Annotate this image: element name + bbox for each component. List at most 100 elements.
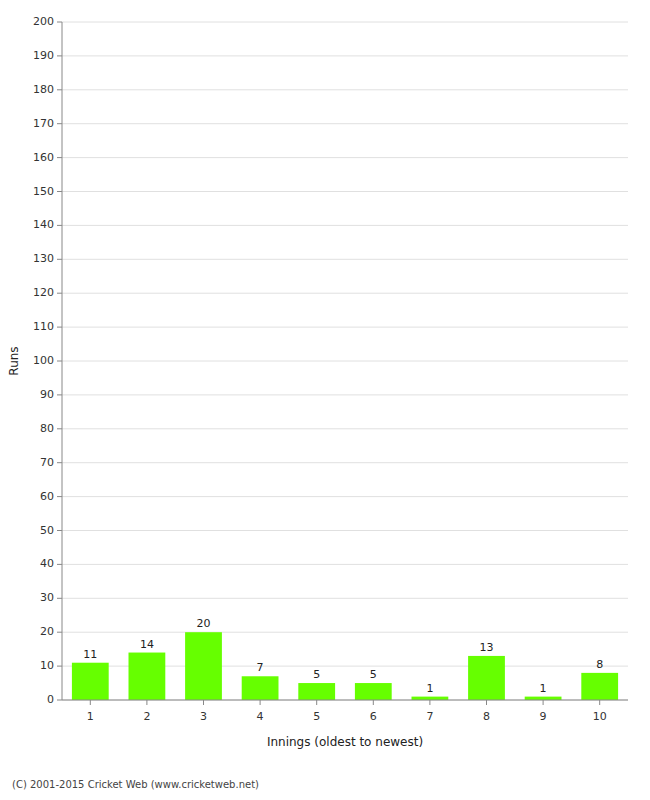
x-tick-label: 2 [143,710,150,723]
x-tick-label: 3 [200,710,207,723]
grid-line [62,225,628,226]
grid [62,22,628,700]
y-tick [57,157,62,158]
y-tick [57,22,62,23]
data-label: 8 [596,658,603,671]
data-label: 5 [370,668,377,681]
grid-line [62,598,628,599]
y-tick-label: 30 [40,591,54,604]
grid-line [62,632,628,633]
y-tick-label: 150 [33,185,54,198]
x-axis-title: Innings (oldest to newest) [267,735,423,749]
y-tick [57,428,62,429]
x-tick [599,700,600,705]
grid-line [62,22,628,23]
y-tick-label: 70 [40,456,54,469]
y-tick [57,361,62,362]
y-tick [57,666,62,667]
x-tick [203,700,204,705]
grid-line [62,259,628,260]
bar [525,697,562,700]
grid-line [62,394,628,395]
y-tick [57,598,62,599]
bar [242,676,279,700]
y-tick [57,632,62,633]
grid-line [62,327,628,328]
y-tick [57,123,62,124]
y-tick [57,394,62,395]
y-tick-label: 60 [40,490,54,503]
y-tick [57,564,62,565]
y-tick [57,700,62,701]
y-tick [57,293,62,294]
grid-line [62,89,628,90]
x-tick [373,700,374,705]
y-tick-label: 50 [40,524,54,537]
grid-line [62,123,628,124]
y-tick-label: 20 [40,625,54,638]
bar [468,656,505,700]
y-tick [57,327,62,328]
grid-line [62,530,628,531]
y-tick [57,530,62,531]
data-label: 13 [480,641,494,654]
y-tick-label: 130 [33,252,54,265]
y-tick [57,259,62,260]
background [0,0,650,800]
grid-line [62,564,628,565]
x-tick [146,700,147,705]
y-tick-label: 110 [33,320,54,333]
x-tick-label: 9 [540,710,547,723]
y-tick [57,191,62,192]
x-axis: 12345678910 [62,700,628,723]
data-label: 11 [83,648,97,661]
y-tick [57,496,62,497]
grid-line [62,428,628,429]
y-tick-label: 100 [33,354,54,367]
y-tick-label: 120 [33,286,54,299]
x-tick-label: 1 [87,710,94,723]
bar [298,683,335,700]
y-tick-label: 40 [40,557,54,570]
bar [72,663,109,700]
y-tick-label: 190 [33,49,54,62]
chart-svg: 0102030405060708090100110120130140150160… [0,0,650,800]
bars [72,632,618,700]
footer: (C) 2001-2015 Cricket Web (www.cricketwe… [12,779,259,790]
grid-line [62,293,628,294]
y-axis-title: Runs [7,346,21,375]
grid-line [62,157,628,158]
data-label: 5 [313,668,320,681]
x-tick-label: 10 [593,710,607,723]
grid-line [62,496,628,497]
y-axis-line [62,22,63,700]
grid-line [62,191,628,192]
y-tick-label: 200 [33,15,54,28]
data-label: 20 [197,617,211,630]
data-label: 7 [257,661,264,674]
grid-line [62,55,628,56]
bar [129,653,166,700]
grid-line [62,361,628,362]
bar [412,697,449,700]
y-tick-label: 0 [47,693,54,706]
chart-container: 0102030405060708090100110120130140150160… [0,0,650,800]
x-tick [543,700,544,705]
y-tick-label: 80 [40,422,54,435]
y-tick [57,225,62,226]
grid-line [62,462,628,463]
x-tick-label: 8 [483,710,490,723]
y-tick [57,462,62,463]
y-tick-label: 170 [33,117,54,130]
x-tick-label: 6 [370,710,377,723]
x-tick [316,700,317,705]
y-tick-label: 90 [40,388,54,401]
bar [581,673,618,700]
y-tick-label: 140 [33,218,54,231]
x-tick-label: 5 [313,710,320,723]
y-tick-label: 160 [33,151,54,164]
x-tick-label: 7 [426,710,433,723]
bar [185,632,222,700]
data-label: 1 [426,682,433,695]
x-tick [90,700,91,705]
